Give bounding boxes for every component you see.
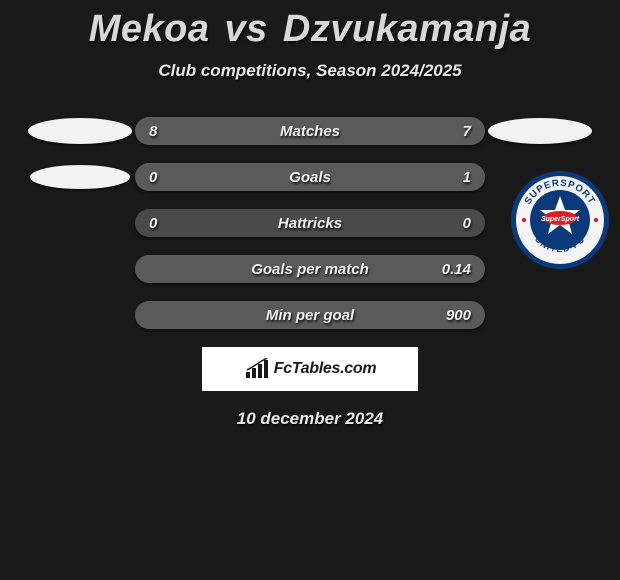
left-badge-slot (25, 255, 135, 283)
stat-right-value: 900 (446, 301, 471, 329)
stat-label: Hattricks (135, 209, 485, 237)
stat-left-value: 8 (149, 117, 157, 145)
svg-text:SuperSport: SuperSport (541, 216, 580, 223)
stat-right-value: 0 (463, 209, 471, 237)
stat-bar-min-per-goal: Min per goal 900 (135, 301, 485, 329)
left-badge-slot (25, 209, 135, 237)
bar-fill-right (321, 117, 486, 145)
stat-bar-hattricks: 0 Hattricks 0 (135, 209, 485, 237)
stat-bar-matches: 8 Matches 7 (135, 117, 485, 145)
brand-logo: FcTables.com (202, 347, 418, 391)
stat-left-value: 0 (149, 163, 157, 191)
brand-text: FcTables.com (274, 360, 377, 378)
player1-badge-icon (28, 118, 132, 144)
stat-row: Min per goal 900 (0, 301, 620, 329)
stat-bar-goals-per-match: Goals per match 0.14 (135, 255, 485, 283)
left-badge-slot (25, 301, 135, 329)
stat-right-value: 0.14 (442, 255, 471, 283)
right-badge-slot (485, 301, 595, 329)
bar-fill-right (135, 255, 485, 283)
bar-fill-right (135, 301, 485, 329)
player2-name: Dzvukamanja (283, 8, 531, 50)
stat-bar-goals: 0 Goals 1 (135, 163, 485, 191)
bar-fill-left (135, 117, 321, 145)
player1-name: Mekoa (89, 8, 210, 50)
club-crest-icon: SUPERSPORT UNITED FC SuperSport (510, 170, 610, 270)
player1-badge2-icon (30, 165, 130, 189)
bar-fill-right (135, 163, 485, 191)
infographic-root: Mekoa vs Dzvukamanja Club competitions, … (0, 0, 620, 580)
page-title: Mekoa vs Dzvukamanja (0, 8, 620, 51)
stat-right-value: 7 (463, 117, 471, 145)
left-badge-slot (25, 163, 135, 191)
left-badge-slot (25, 117, 135, 145)
chart-icon (244, 358, 272, 380)
stat-left-value: 0 (149, 209, 157, 237)
date-label: 10 december 2024 (0, 409, 620, 429)
stat-right-value: 1 (463, 163, 471, 191)
stat-row: 8 Matches 7 (0, 117, 620, 145)
subtitle: Club competitions, Season 2024/2025 (0, 61, 620, 81)
player2-badge-icon (488, 118, 592, 144)
right-badge-slot (485, 117, 595, 145)
vs-label: vs (225, 8, 268, 50)
